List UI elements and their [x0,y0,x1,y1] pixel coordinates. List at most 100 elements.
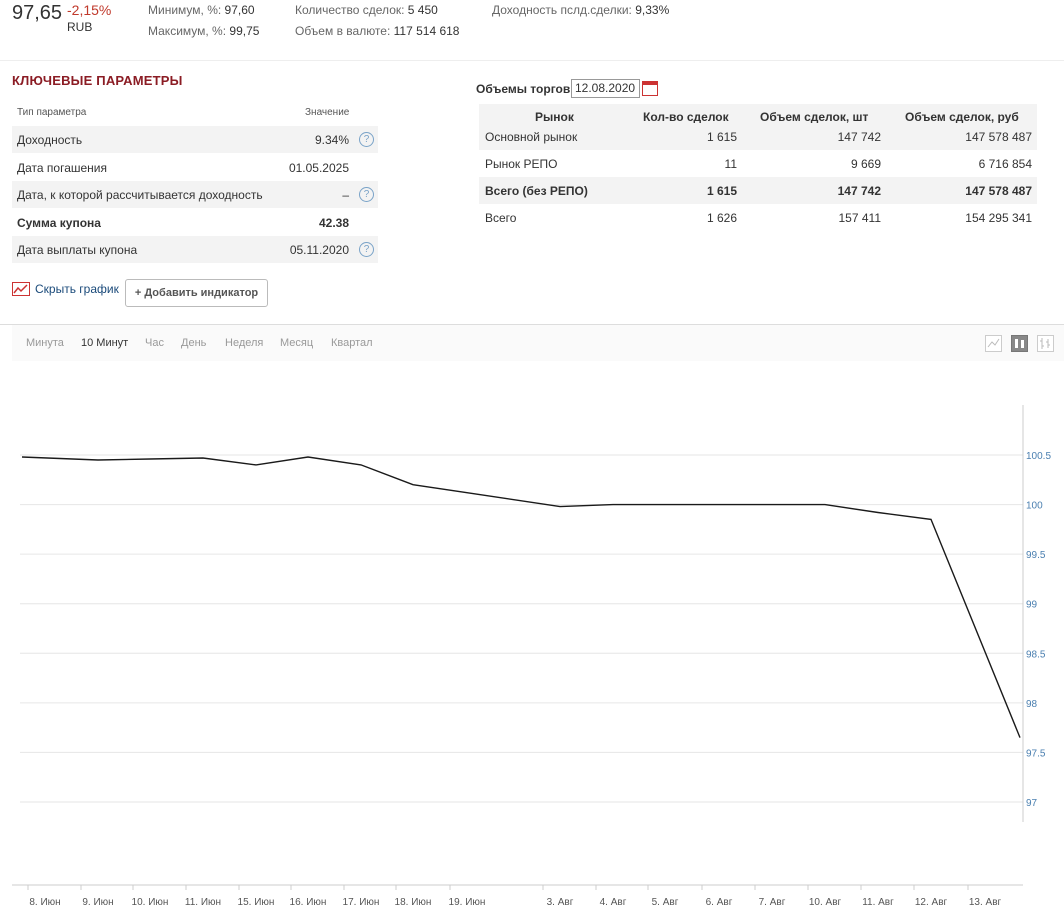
x-tick-label: 8. Июн [29,897,60,908]
stat-deals: Количество сделок: 5 450 [295,3,438,17]
stat-yield: Доходность пслд.сделки: 9,33% [492,3,669,17]
period-quarter[interactable]: Квартал [331,337,373,349]
x-tick-label: 16. Июн [290,897,327,908]
candlestick-icon[interactable] [1011,335,1028,352]
key-params-title: КЛЮЧЕВЫЕ ПАРАМЕТРЫ [12,73,183,88]
cell-rub: 147 578 487 [965,130,1032,144]
param-row-coupon-sum: Сумма купона 42.38 [12,209,378,236]
col-market: Рынок [535,110,574,124]
calendar-icon[interactable] [642,81,658,96]
cell-count: 1 615 [706,184,737,198]
x-tick-label: 19. Июн [449,897,486,908]
x-tick-label: 10. Авг [809,897,842,908]
stat-min-value: 97,60 [224,3,255,17]
x-tick-label: 12. Авг [915,897,948,908]
param-row-maturity: Дата погашения 01.05.2025 [12,154,378,181]
param-value: 05.11.2020 [289,243,349,257]
volumes-header-row [479,104,1037,126]
y-axis: 97 97.5 98 98.5 99 99.5 100 100.5 [1022,405,1051,822]
plot-area [20,405,1023,885]
period-hour[interactable]: Час [145,337,164,349]
x-tick-label: 10. Июн [132,897,169,908]
period-month[interactable]: Месяц [280,337,314,349]
line-chart-icon[interactable] [985,335,1002,352]
cell-market: Всего [485,211,517,225]
cell-rub: 6 716 854 [978,157,1032,171]
x-tick-label: 15. Июн [238,897,275,908]
param-value: 42.38 [318,216,349,230]
volumes-title: Объемы торгов [476,82,571,96]
y-tick-label: 98.5 [1026,649,1046,660]
table-row: Всего (без РЕПО) 1 615 147 742 147 578 4… [479,177,1037,204]
x-tick-label: 7. Авг [759,897,786,908]
cell-market: Всего (без РЕПО) [485,184,588,198]
period-minute[interactable]: Минута [26,337,64,349]
period-week[interactable]: Неделя [225,337,264,349]
stat-volume-label: Объем в валюте: [295,24,391,38]
stat-min: Минимум, %: 97,60 [148,3,255,17]
period-10min[interactable]: 10 Минут [81,337,129,349]
param-value: – [342,188,349,202]
price-chart[interactable]: 8. Июн 9. Июн 10. Июн 11. Июн 15. Июн 16. Июн… [0,362,1064,910]
help-icon[interactable]: ? [359,132,374,147]
col-count: Кол-во сделок [643,110,729,124]
param-name: Доходность [17,133,83,147]
x-tick-label: 6. Авг [706,897,733,908]
param-value: 01.05.2025 [288,161,349,175]
help-icon[interactable]: ? [359,187,374,202]
table-row: Основной рынок 1 615 147 742 147 578 487 [479,123,1037,150]
cell-qty: 9 669 [850,157,881,171]
x-tick-label: 17. Июн [343,897,380,908]
y-tick-label: 100.5 [1026,451,1051,462]
stat-volume-value: 117 514 618 [393,24,460,38]
param-row-coupon-date: Дата выплаты купона 05.11.2020 ? [12,236,378,263]
add-indicator-button[interactable]: + Добавить индикатор [125,279,268,307]
cell-rub: 154 295 341 [965,211,1032,225]
y-tick-label: 100 [1026,501,1043,512]
x-tick-label: 9. Июн [82,897,113,908]
x-tick-label: 13. Авг [969,897,1002,908]
y-tick-label: 98 [1026,699,1038,710]
param-name: Дата выплаты купона [17,243,138,257]
x-tick-label: 11. Июн [185,897,221,908]
param-name: Сумма купона [17,216,101,230]
cell-market: Рынок РЕПО [485,157,558,171]
stat-yield-label: Доходность пслд.сделки: [492,3,632,17]
param-row-yield-date: Дата, к которой рассчитывается доходност… [12,181,378,208]
col-qty: Объем сделок, шт [760,110,869,124]
stat-deals-label: Количество сделок: [295,3,405,17]
y-tick-label: 97 [1026,798,1038,809]
param-row-yield: Доходность 9.34% ? [12,126,378,153]
x-tick-label: 18. Июн [395,897,432,908]
cell-count: 11 [724,157,737,171]
cell-market: Основной рынок [485,130,578,144]
period-bar [12,325,1064,361]
ohlc-bars-icon[interactable] [1037,335,1054,352]
param-name: Дата погашения [17,161,107,175]
x-axis: 8. Июн 9. Июн 10. Июн 11. Июн 15. Июн 16. Июн… [12,884,1023,908]
cell-count: 1 626 [706,211,737,225]
y-tick-label: 99.5 [1026,550,1046,561]
cell-qty: 157 411 [838,211,882,225]
cell-qty: 147 742 [837,184,881,198]
grid [20,454,1023,803]
last-price: 97,65 [12,2,63,24]
chart-divider [0,324,1064,325]
help-icon[interactable]: ? [359,242,374,257]
price-series-line [21,456,1021,738]
param-name: Дата, к которой рассчитывается доходност… [17,188,263,202]
cell-qty: 147 742 [837,130,881,144]
stat-max-value: 99,75 [229,24,260,38]
price-change: -2,15% [67,2,112,18]
key-params-col-value: Значение [305,107,350,118]
volumes-date-input[interactable]: 12.08.2020 [571,79,640,98]
hide-chart-link[interactable]: Скрыть график [12,282,119,296]
cell-count: 1 615 [706,130,737,144]
currency-label: RUB [67,20,93,34]
chart-icon [12,282,30,296]
x-tick-label: 3. Авг [547,897,574,908]
period-day[interactable]: День [181,337,207,349]
y-tick-label: 99 [1026,600,1038,611]
key-params-col-name: Тип параметра [17,107,87,118]
col-rub: Объем сделок, руб [905,110,1019,124]
